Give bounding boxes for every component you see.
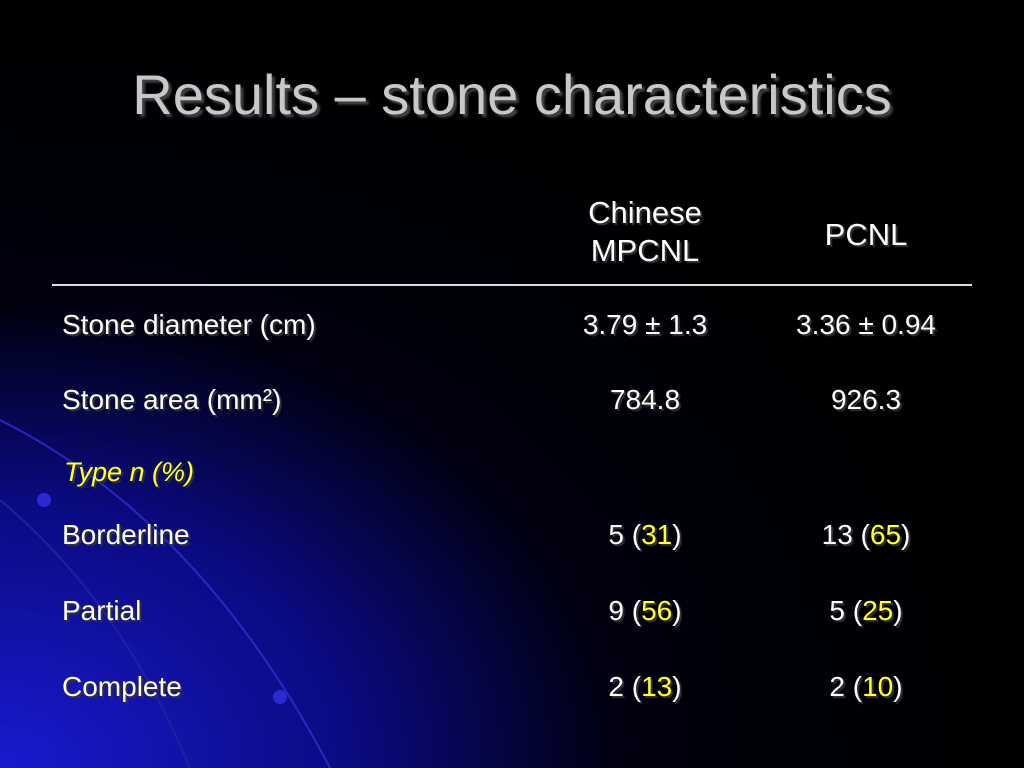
arc: [0, 499, 191, 768]
dot: [37, 493, 51, 507]
dot: [273, 690, 287, 704]
row-label: Complete: [62, 671, 182, 702]
paren: ): [901, 519, 911, 550]
paren: ): [893, 595, 903, 626]
paren: ): [672, 595, 682, 626]
cell: 5 (31): [608, 518, 681, 552]
section-label: Type n (%): [64, 457, 195, 487]
percent: 13: [641, 671, 673, 702]
arc: [0, 419, 331, 768]
percent: 65: [869, 519, 902, 550]
row-label: Stone area (mm²): [62, 384, 282, 415]
cell: 13 (65): [822, 518, 911, 552]
count: 2 (: [608, 671, 642, 702]
count: 2 (: [829, 671, 863, 702]
cell: 2 (10): [829, 670, 902, 704]
cell: 3.36 ± 0.94: [796, 309, 936, 340]
paren: ): [893, 671, 903, 702]
count: 9 (: [608, 595, 642, 626]
cell: 926.3: [830, 384, 902, 415]
header-rule: [52, 284, 972, 286]
cell: 9 (56): [608, 594, 681, 628]
percent: 56: [641, 595, 673, 626]
count: 5 (: [829, 595, 863, 626]
row-label: Borderline: [62, 519, 190, 550]
column-header: PCNL: [824, 217, 908, 252]
percent: 25: [862, 595, 894, 626]
cell: 784.8: [609, 384, 681, 415]
count: 5 (: [608, 519, 642, 550]
header-line: Chinese: [588, 195, 702, 230]
percent: 31: [641, 519, 673, 550]
paren: ): [672, 671, 682, 702]
percent: 10: [862, 671, 894, 702]
cell: 2 (13): [608, 670, 681, 704]
row-label: Partial: [62, 595, 142, 626]
paren: ): [672, 519, 682, 550]
column-header: Chinese MPCNL: [588, 194, 702, 270]
count: 13 (: [821, 519, 870, 550]
title: Results – stone characteristics: [132, 63, 892, 126]
cell: 3.79 ± 1.3: [582, 309, 708, 340]
row-label: Stone diameter (cm): [62, 309, 316, 340]
cell: 5 (25): [829, 594, 902, 628]
header-line: MPCNL: [590, 233, 700, 268]
